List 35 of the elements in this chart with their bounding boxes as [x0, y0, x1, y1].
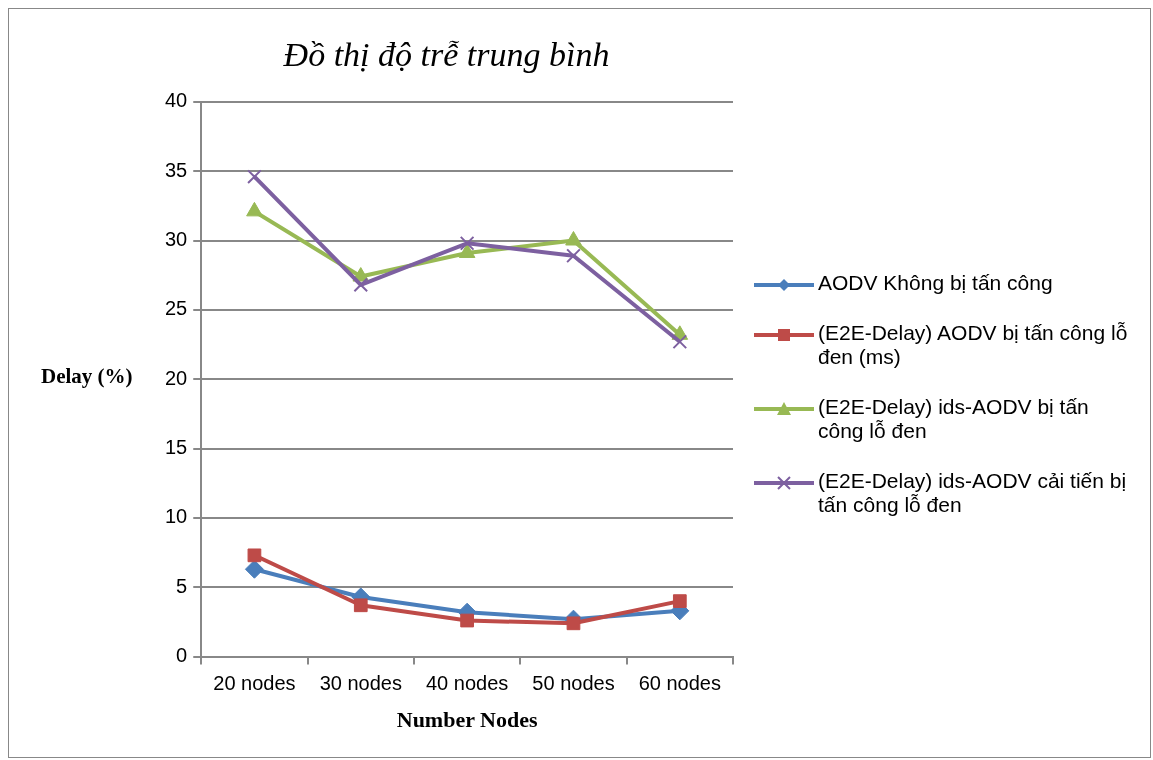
- x-tick-label: 30 nodes: [319, 672, 402, 695]
- point: [246, 201, 263, 217]
- point: [566, 248, 581, 264]
- point: [459, 235, 475, 251]
- x-tick-label: 60 nodes: [638, 672, 721, 695]
- y-tick-label: 0: [176, 644, 188, 667]
- y-tick-label: 15: [165, 436, 188, 459]
- y-tick-label: 5: [176, 574, 188, 597]
- point: [247, 169, 262, 185]
- legend-label: (E2E-Delay) ids-AODV cải tiến bị tấn công lỗ đen: [818, 469, 1128, 517]
- x-tick-label: 50 nodes: [532, 672, 615, 695]
- point: [672, 334, 688, 350]
- point: [672, 594, 687, 608]
- x-tick-label: 40 nodes: [425, 672, 509, 695]
- point: [458, 243, 476, 258]
- point: [565, 231, 582, 246]
- y-tick-label: 20: [165, 366, 188, 389]
- point: [460, 613, 474, 628]
- legend-label: AODV Không bị tấn công: [818, 271, 1053, 295]
- chart-title: Đồ thị độ trễ trung bình: [282, 36, 610, 74]
- x-axis-title: Number Nodes: [396, 707, 538, 733]
- point: [244, 559, 264, 579]
- y-axis-title: Delay (%): [41, 364, 133, 389]
- x-tick-label: 20 nodes: [213, 672, 296, 695]
- y-tick-label: 35: [165, 158, 188, 181]
- point: [353, 277, 369, 293]
- y-tick-label: 10: [165, 505, 188, 528]
- y-tick-label: 40: [165, 89, 188, 112]
- legend-label: (E2E-Delay) ids-AODV bị tấn công lỗ đen: [818, 395, 1090, 443]
- point: [566, 616, 581, 631]
- y-tick-label: 30: [165, 228, 188, 251]
- point: [353, 598, 368, 613]
- legend-label: (E2E-Delay) AODV bị tấn công lỗ đen (ms): [818, 321, 1129, 369]
- y-tick-label: 25: [165, 297, 188, 320]
- point: [247, 548, 262, 563]
